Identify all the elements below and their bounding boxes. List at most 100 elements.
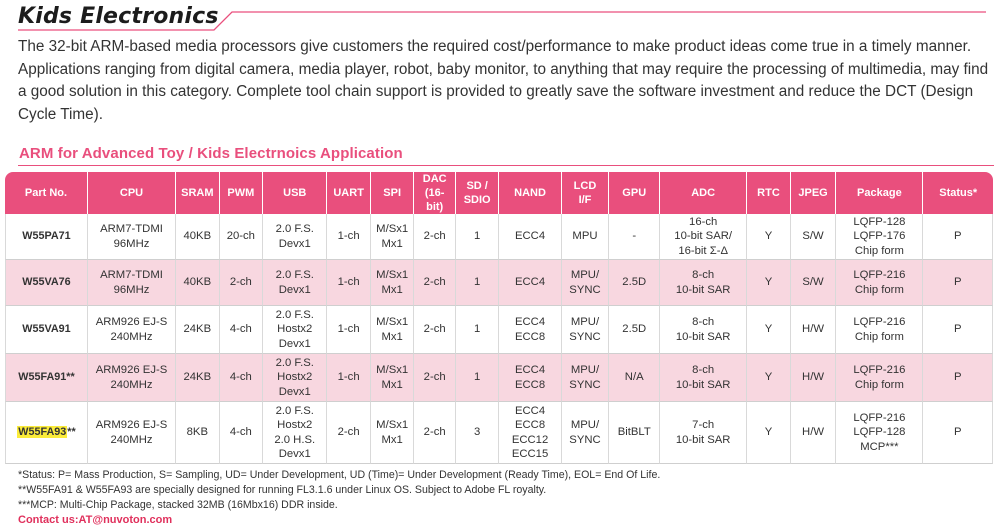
cell-line: 8KB <box>186 426 208 439</box>
cell-line: P <box>953 426 962 439</box>
column-header-cpu: CPU <box>87 172 177 214</box>
cell-sd-sdio: 1 <box>455 354 500 402</box>
table-row: W55FA91** ARM926 EJ-S 240MHz 24KB 4-ch 2.0 F.… <box>5 354 993 402</box>
cell-line: MPU/ <box>570 269 600 281</box>
header-label: NAND <box>514 187 546 199</box>
cell-line: 240MHz <box>110 433 153 446</box>
cell-line: ECC15 <box>511 448 549 460</box>
cell-sd-sdio: 1 <box>455 306 500 354</box>
column-header-usb: USB <box>263 172 328 214</box>
cell-line: 10-bit SAR <box>675 330 731 343</box>
cell-line: LQFP-176 <box>853 230 906 243</box>
cell-line: 96MHz <box>113 283 150 296</box>
column-header-sd-sdio: SD / SDIO <box>455 172 500 214</box>
column-header-spi: SPI <box>370 172 415 214</box>
header-label: (16-bit) <box>424 187 445 213</box>
cell-adc: 8-ch 10-bit SAR <box>660 260 748 306</box>
cell-line: ECC8 <box>514 330 546 343</box>
cell-line: Devx1 <box>278 283 311 296</box>
cell-line: 240MHz <box>110 378 153 391</box>
cell-line: 10-bit SAR <box>675 378 731 391</box>
cell-package: LQFP-216 Chip form <box>836 306 924 354</box>
cell-line: Y <box>764 230 773 243</box>
cell-line: ECC4 <box>514 316 546 328</box>
cell-line: P <box>953 230 962 243</box>
cell-line: LQFP-216 <box>853 411 906 424</box>
cell-line: P <box>953 371 962 384</box>
cell-line: 2-ch <box>423 371 446 384</box>
cell-dac-16-bit: 2-ch <box>414 260 456 306</box>
cell-sram: 8KB <box>176 402 220 464</box>
cell-line: Mx1 <box>381 330 403 343</box>
cell-pwm: 4-ch <box>219 354 264 402</box>
cell-line: LQFP-128 <box>853 426 906 439</box>
table-row: W55FA93** ARM926 EJ-S 240MHz 8KB 4-ch 2.0 F.S… <box>5 402 993 464</box>
cell-usb: 2.0 F.S. Hostx2 Devx1 <box>263 354 328 402</box>
contact-link[interactable]: Contact us:AT@nuvoton.com <box>18 514 173 526</box>
cell-line: 10-bit SAR/ <box>674 230 733 243</box>
cell-line: 2-ch <box>423 426 446 439</box>
cell-spi: M/Sx1 Mx1 <box>370 306 415 354</box>
footnotes: *Status: P= Mass Production, S= Sampling… <box>18 468 998 528</box>
cell-spi: M/Sx1 Mx1 <box>370 354 415 402</box>
cell-line: 24KB <box>183 371 212 384</box>
cell-line: Chip form <box>854 378 904 391</box>
cell-line: LQFP-216 <box>853 316 906 328</box>
cell-line: 7-ch <box>692 419 715 431</box>
header-label: SD / <box>466 180 488 192</box>
cell-cpu: ARM926 EJ-S 240MHz <box>87 402 177 464</box>
part-number-cell: W55FA91** <box>5 354 88 402</box>
cell-sram: 40KB <box>176 260 220 306</box>
cell-line: SYNC <box>569 378 601 391</box>
cell-usb: 2.0 F.S. Devx1 <box>263 214 328 260</box>
status-note: *Status: P= Mass Production, S= Sampling… <box>18 469 661 481</box>
cell-jpeg: H/W <box>790 402 837 464</box>
cell-line: ARM926 EJ-S <box>95 364 168 376</box>
cell-line: 2.0 F.S. <box>275 223 314 235</box>
cell-line: SYNC <box>569 330 601 343</box>
cell-adc: 16-ch 10-bit SAR/16-bit Σ-Δ <box>660 214 748 260</box>
cell-line: Chip form <box>854 330 904 343</box>
cell-line: Chip form <box>854 244 904 257</box>
cell-rtc: Y <box>747 306 791 354</box>
cell-nand: ECC4 ECC8 ECC12 ECC15 <box>499 402 562 464</box>
cell-usb: 2.0 F.S. Hostx2 2.0 H.S. Devx1 <box>263 402 328 464</box>
cell-spi: M/Sx1 Mx1 <box>370 214 415 260</box>
cell-line: 2.0 F.S. <box>275 404 314 417</box>
cell-package: LQFP-128 LQFP-176 Chip form <box>836 214 924 260</box>
cell-line: 2.0 H.S. <box>274 433 316 446</box>
part-number-suffix: ** <box>67 426 76 439</box>
cell-nand: ECC4 ECC8 <box>499 306 562 354</box>
cell-line: Chip form <box>854 283 904 296</box>
cell-jpeg: S/W <box>790 214 837 260</box>
cell-line: LQFP-216 <box>853 364 906 376</box>
header-label: LCD <box>573 180 597 192</box>
cell-gpu: - <box>609 214 661 260</box>
header-label: Status* <box>939 187 978 199</box>
cell-sram: 24KB <box>176 354 220 402</box>
header-label: CPU <box>119 187 144 199</box>
cell-line: ECC4 <box>514 404 546 417</box>
cell-pwm: 2-ch <box>219 260 264 306</box>
header-label: ADC <box>691 187 716 199</box>
header-label: GPU <box>622 187 647 199</box>
cell-lcd-i-f: MPU/SYNC <box>561 354 610 402</box>
cell-dac-16-bit: 2-ch <box>414 402 456 464</box>
table-row: W55VA76 ARM7-TDMI 96MHz 40KB 2-ch 2.0 F.S. Dev… <box>5 260 993 306</box>
section-title: ARM for Advanced Toy / Kids Electrnoics … <box>19 145 403 162</box>
cell-status: P <box>923 354 993 402</box>
cell-line: Devx1 <box>278 448 311 460</box>
fl-note: **W55FA91 & W55FA93 are specially design… <box>18 484 547 496</box>
cell-line: 10-bit SAR <box>675 283 731 296</box>
cell-uart: 1-ch <box>327 214 371 260</box>
cell-line: Y <box>764 426 773 439</box>
header-label: UART <box>333 187 364 199</box>
cell-line: 20-ch <box>226 230 255 243</box>
cell-line: ARM926 EJ-S <box>95 316 168 328</box>
cell-line: Hostx2 <box>277 419 313 431</box>
cell-adc: 8-ch 10-bit SAR <box>660 306 748 354</box>
column-header-adc: ADC <box>660 172 748 214</box>
column-header-lcd-i-f: LCD I/F <box>561 172 610 214</box>
cell-line: 1 <box>474 371 481 384</box>
cell-line: 1 <box>474 276 481 289</box>
